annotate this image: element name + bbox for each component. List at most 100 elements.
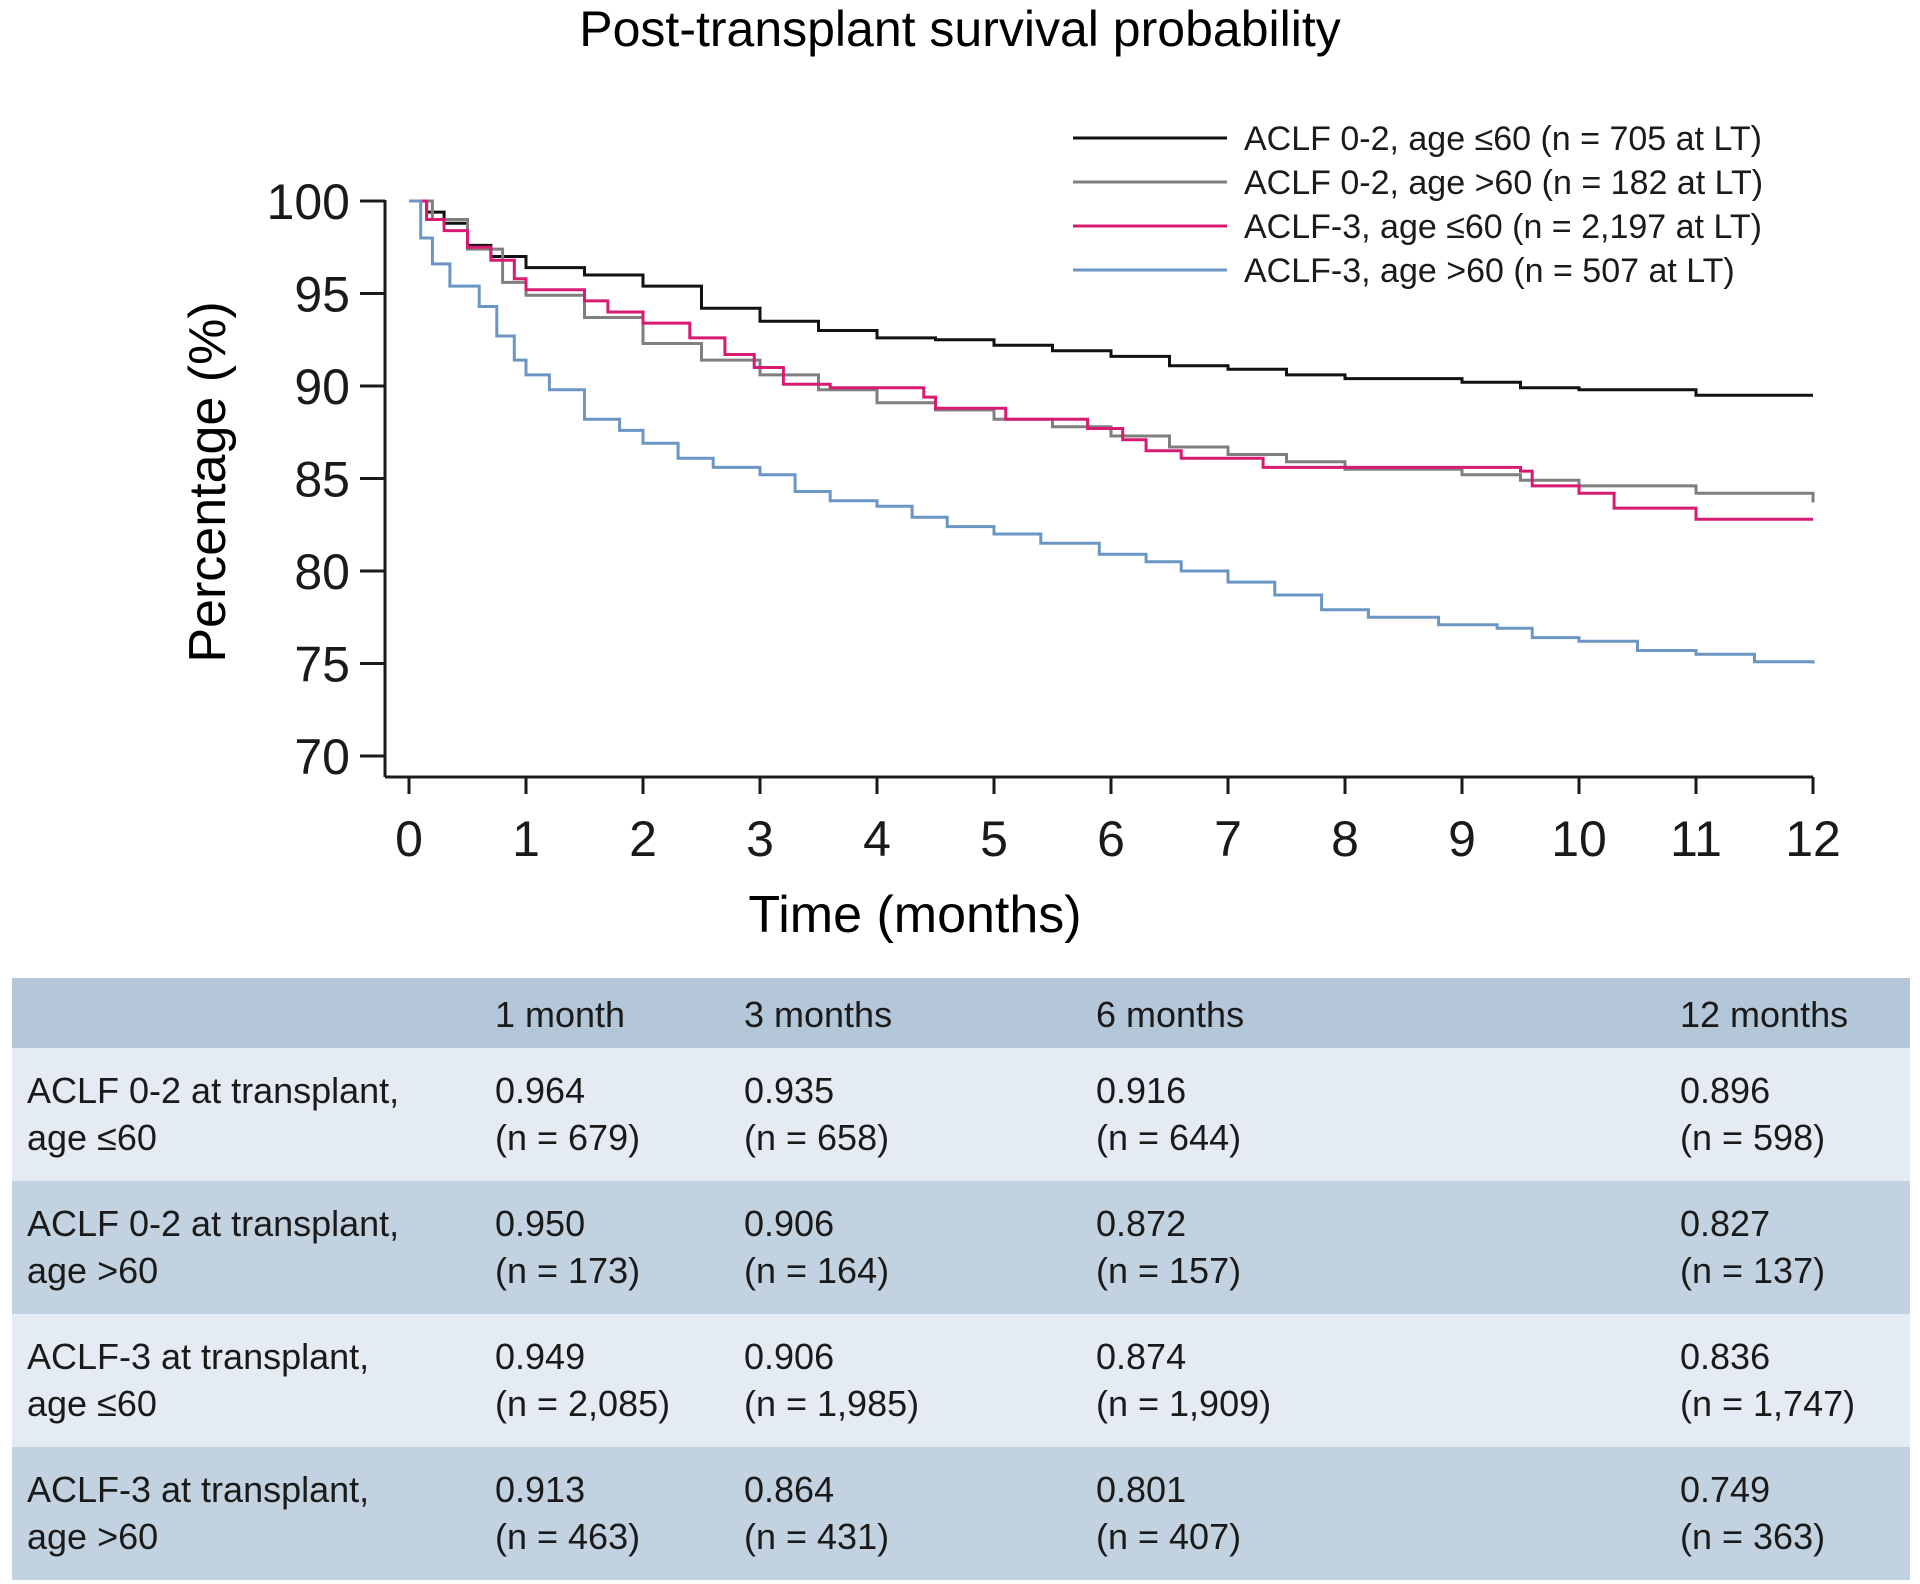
x-tick-label: 4 — [863, 811, 891, 867]
value-cell: 0.949 (n = 2,085) — [492, 1314, 741, 1447]
value-cell: 0.872 (n = 157) — [1093, 1181, 1677, 1314]
sample-size: (n = 363) — [1680, 1516, 1826, 1557]
sample-size: (n = 2,085) — [495, 1383, 671, 1424]
x-tick-label: 3 — [746, 811, 774, 867]
row-label-cell: ACLF 0-2 at transplant, age >60 — [12, 1181, 492, 1314]
sample-size: (n = 463) — [495, 1516, 641, 1557]
sample-size: (n = 644) — [1096, 1117, 1242, 1158]
header-cell: 3 months — [744, 994, 893, 1035]
row-label-line: age >60 — [27, 1250, 159, 1291]
legend-label: ACLF-3, age >60 (n = 507 at LT) — [1244, 252, 1735, 290]
table-row: ACLF 0-2 at transplant, age ≤60 0.964 (n =… — [12, 1048, 1910, 1181]
sample-size: (n = 407) — [1096, 1516, 1242, 1557]
sample-size: (n = 157) — [1096, 1250, 1242, 1291]
table-row: ACLF 0-2 at transplant, age >60 0.950 (n =… — [12, 1181, 1910, 1314]
x-ticks: 0 1 2 3 4 5 6 7 8 9 10 11 12 — [395, 777, 1841, 867]
survival-value: 0.916 — [1096, 1070, 1187, 1111]
series-group — [409, 199, 1815, 664]
value-cell: 0.906 (n = 164) — [741, 1181, 1093, 1314]
y-tick-label: 85 — [294, 452, 350, 508]
y-axis-label: Percentage (%) — [179, 301, 237, 662]
survival-value: 0.827 — [1680, 1203, 1771, 1244]
table-header-row: 1 month 3 months 6 months 12 months — [12, 978, 1910, 1048]
sample-size: (n = 658) — [744, 1117, 890, 1158]
sample-size: (n = 1,909) — [1096, 1383, 1272, 1424]
x-tick-label: 11 — [1670, 811, 1722, 867]
header-cell — [12, 978, 492, 1048]
sample-size: (n = 164) — [744, 1250, 890, 1291]
value-cell: 0.827 (n = 137) — [1677, 1181, 1910, 1314]
y-tick-label: 95 — [294, 267, 350, 323]
x-tick-label: 1 — [512, 811, 540, 867]
legend: ACLF 0-2, age ≤60 (n = 705 at LT) ACLF 0-… — [1073, 120, 1763, 290]
value-cell: 0.964 (n = 679) — [492, 1048, 741, 1181]
value-cell: 0.916 (n = 644) — [1093, 1048, 1677, 1181]
series-line-4 — [409, 199, 1815, 664]
x-tick-label: 0 — [395, 811, 423, 867]
survival-value: 0.836 — [1680, 1336, 1771, 1377]
survival-chart: Post-transplant survival probability 707… — [179, 1, 1841, 944]
value-cell: 0.935 (n = 658) — [741, 1048, 1093, 1181]
x-tick-label: 8 — [1331, 811, 1359, 867]
row-label-line: ACLF 0-2 at transplant, — [27, 1070, 400, 1111]
y-ticks: 70 75 80 85 90 95 100 — [267, 174, 385, 785]
sample-size: (n = 679) — [495, 1117, 641, 1158]
legend-label: ACLF-3, age ≤60 (n = 2,197 at LT) — [1244, 208, 1762, 246]
row-label-line: ACLF-3 at transplant, — [27, 1336, 370, 1377]
value-cell: 0.874 (n = 1,909) — [1093, 1314, 1677, 1447]
sample-size: (n = 598) — [1680, 1117, 1826, 1158]
survival-value: 0.935 — [744, 1070, 835, 1111]
value-cell: 0.801 (n = 407) — [1093, 1447, 1677, 1580]
row-label-line: age ≤60 — [27, 1117, 157, 1158]
value-cell: 0.913 (n = 463) — [492, 1447, 741, 1580]
survival-value: 0.896 — [1680, 1070, 1771, 1111]
row-label-line: age ≤60 — [27, 1383, 157, 1424]
survival-value: 0.906 — [744, 1203, 835, 1244]
sample-size: (n = 1,985) — [744, 1383, 920, 1424]
y-tick-label: 70 — [294, 729, 350, 785]
x-tick-label: 10 — [1551, 811, 1607, 867]
sample-size: (n = 1,747) — [1680, 1383, 1856, 1424]
row-label-line: ACLF 0-2 at transplant, — [27, 1203, 400, 1244]
survival-value: 0.874 — [1096, 1336, 1187, 1377]
table-row: ACLF-3 at transplant, age >60 0.913 (n = 4… — [12, 1447, 1910, 1580]
row-label-cell: ACLF-3 at transplant, age >60 — [12, 1447, 492, 1580]
survival-value: 0.906 — [744, 1336, 835, 1377]
row-label-line: age >60 — [27, 1516, 159, 1557]
survival-value: 0.950 — [495, 1203, 586, 1244]
x-tick-label: 6 — [1097, 811, 1125, 867]
row-label-line: ACLF-3 at transplant, — [27, 1469, 370, 1510]
y-tick-label: 90 — [294, 359, 350, 415]
survival-value: 0.749 — [1680, 1469, 1771, 1510]
sample-size: (n = 137) — [1680, 1250, 1826, 1291]
sample-size: (n = 173) — [495, 1250, 641, 1291]
x-tick-label: 9 — [1448, 811, 1476, 867]
survival-value: 0.864 — [744, 1469, 835, 1510]
value-cell: 0.896 (n = 598) — [1677, 1048, 1910, 1181]
survival-table: 1 month 3 months 6 months 12 months ACLF… — [12, 978, 1910, 1580]
row-label-cell: ACLF-3 at transplant, age ≤60 — [12, 1314, 492, 1447]
x-tick-label: 5 — [980, 811, 1008, 867]
value-cell: 0.950 (n = 173) — [492, 1181, 741, 1314]
survival-value: 0.801 — [1096, 1469, 1187, 1510]
sample-size: (n = 431) — [744, 1516, 890, 1557]
y-tick-label: 100 — [267, 174, 350, 230]
header-cell: 1 month — [495, 994, 626, 1035]
x-tick-label: 12 — [1785, 811, 1841, 867]
survival-value: 0.913 — [495, 1469, 586, 1510]
value-cell: 0.749 (n = 363) — [1677, 1447, 1910, 1580]
x-tick-label: 7 — [1214, 811, 1242, 867]
chart-title: Post-transplant survival probability — [579, 1, 1340, 57]
header-cell: 6 months — [1096, 994, 1245, 1035]
value-cell: 0.836 (n = 1,747) — [1677, 1314, 1910, 1447]
table-row: ACLF-3 at transplant, age ≤60 0.949 (n = 2… — [12, 1314, 1910, 1447]
value-cell: 0.906 (n = 1,985) — [741, 1314, 1093, 1447]
survival-value: 0.949 — [495, 1336, 586, 1377]
value-cell: 0.864 (n = 431) — [741, 1447, 1093, 1580]
survival-value: 0.964 — [495, 1070, 586, 1111]
x-tick-label: 2 — [629, 811, 657, 867]
y-tick-label: 80 — [294, 544, 350, 600]
row-label-cell: ACLF 0-2 at transplant, age ≤60 — [12, 1048, 492, 1181]
survival-value: 0.872 — [1096, 1203, 1187, 1244]
